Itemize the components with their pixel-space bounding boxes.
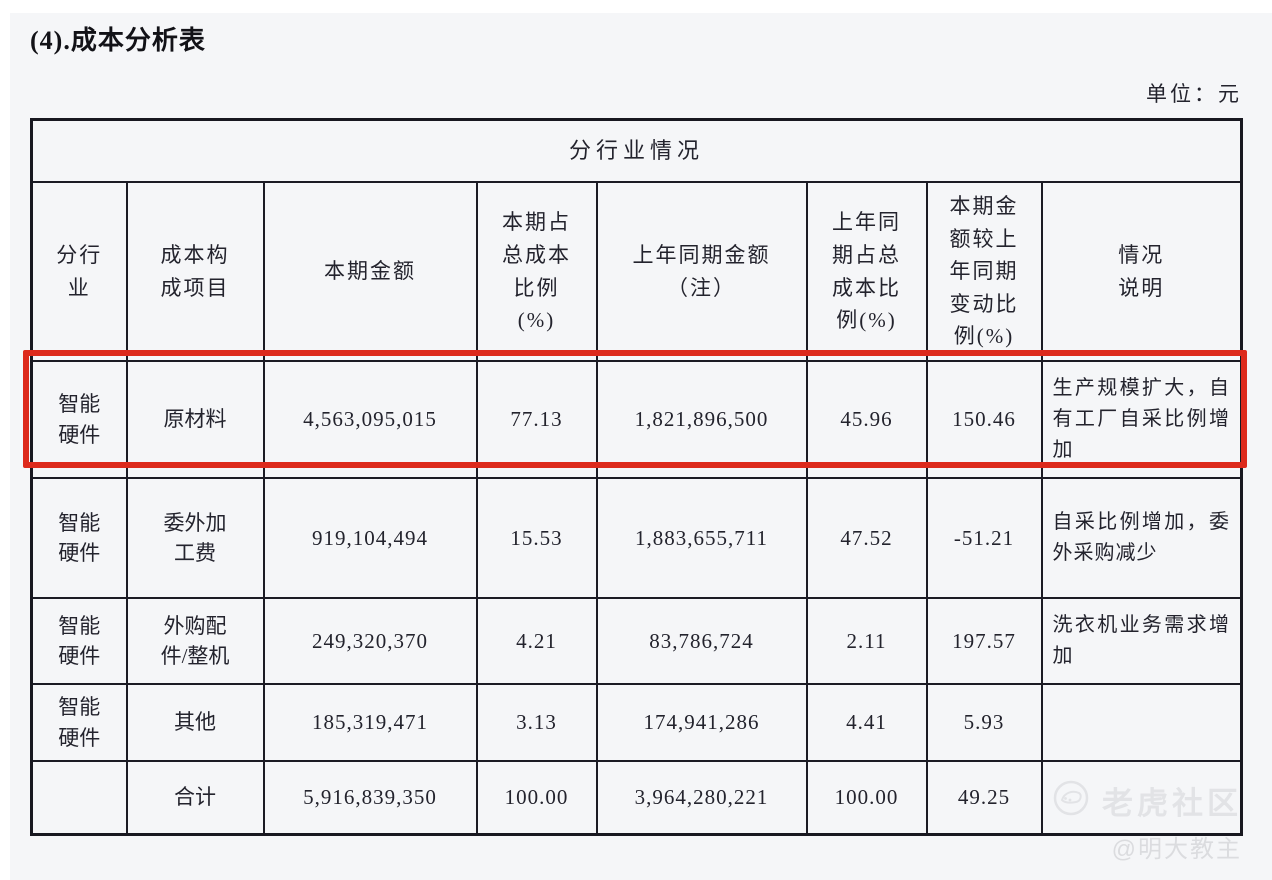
table-row-other: 智能 硬件 其他 185,319,471 3.13 174,941,286 4.…	[30, 683, 1243, 762]
cell-current-amount: 5,916,839,350	[262, 760, 478, 836]
cell-change-ratio: 5.93	[925, 683, 1043, 762]
cell-prior-amount: 83,786,724	[595, 597, 808, 685]
cell-remark	[1040, 760, 1243, 836]
page-edge-top	[0, 0, 1272, 13]
cell-current-ratio: 3.13	[475, 683, 598, 762]
table-row-raw-materials: 智能 硬件 原材料 4,563,095,015 77.13 1,821,896,…	[30, 360, 1243, 479]
col-header-change-ratio: 本期金 额较上 年同期 变动比 例(%)	[925, 181, 1043, 362]
cell-current-ratio: 4.21	[475, 597, 598, 685]
watermark: 老虎社区 @明大教主	[1052, 778, 1242, 864]
col-header-industry: 分行 业	[30, 181, 128, 362]
col-header-prior-ratio: 上年同 期占总 成本比 例(%)	[805, 181, 928, 362]
table-group-header-row: 分行业情况	[30, 118, 1243, 183]
cell-prior-ratio: 100.00	[805, 760, 928, 836]
col-header-cost-item: 成本构 成项目	[125, 181, 265, 362]
page-edge-left	[0, 0, 10, 880]
cell-industry: 智能 硬件	[30, 360, 128, 479]
cell-prior-ratio: 47.52	[805, 477, 928, 599]
cell-prior-amount: 1,821,896,500	[595, 360, 808, 479]
unit-label: 单位：元	[1146, 82, 1242, 106]
cell-current-amount: 249,320,370	[262, 597, 478, 685]
cell-remark: 自采比例增加，委外采购减少	[1040, 477, 1243, 599]
cell-industry: 智能 硬件	[30, 477, 128, 599]
cell-current-amount: 4,563,095,015	[262, 360, 478, 479]
table-row-purchased-parts: 智能 硬件 外购配 件/整机 249,320,370 4.21 83,786,7…	[30, 597, 1243, 685]
cell-cost-item: 原材料	[125, 360, 265, 479]
cell-prior-amount: 3,964,280,221	[595, 760, 808, 836]
cell-prior-amount: 174,941,286	[595, 683, 808, 762]
tiger-icon	[1052, 779, 1090, 822]
table-row-total: 合计 5,916,839,350 100.00 3,964,280,221 10…	[30, 760, 1243, 836]
cell-current-ratio: 15.53	[475, 477, 598, 599]
cell-industry: 智能 硬件	[30, 597, 128, 685]
cell-prior-ratio: 45.96	[805, 360, 928, 479]
cell-remark: 洗衣机业务需求增加	[1040, 597, 1243, 685]
cell-cost-item: 其他	[125, 683, 265, 762]
col-header-current-ratio: 本期占 总成本 比例 (%)	[475, 181, 598, 362]
page-title: (4).成本分析表	[30, 26, 206, 55]
cell-cost-item: 委外加 工费	[125, 477, 265, 599]
cell-current-amount: 185,319,471	[262, 683, 478, 762]
cell-industry: 智能 硬件	[30, 683, 128, 762]
cell-prior-ratio: 4.41	[805, 683, 928, 762]
cell-change-ratio: -51.21	[925, 477, 1043, 599]
cell-cost-item: 外购配 件/整机	[125, 597, 265, 685]
table-row-outsourced-processing: 智能 硬件 委外加 工费 919,104,494 15.53 1,883,655…	[30, 477, 1243, 599]
cell-industry	[30, 760, 128, 836]
cell-prior-amount: 1,883,655,711	[595, 477, 808, 599]
group-header-cell: 分行业情况	[30, 118, 1243, 183]
watermark-community-label: 老虎社区	[1102, 786, 1242, 821]
watermark-author-label: @明大教主	[1111, 836, 1242, 863]
cell-change-ratio: 150.46	[925, 360, 1043, 479]
col-header-remark: 情况 说明	[1040, 181, 1243, 362]
cell-remark: 生产规模扩大，自有工厂自采比例增加	[1040, 360, 1243, 479]
col-header-current-amount: 本期金额	[262, 181, 478, 362]
col-header-prior-amount: 上年同期金额 （注）	[595, 181, 808, 362]
cell-change-ratio: 49.25	[925, 760, 1043, 836]
cell-cost-item: 合计	[125, 760, 265, 836]
cell-current-ratio: 100.00	[475, 760, 598, 836]
cell-prior-ratio: 2.11	[805, 597, 928, 685]
cell-current-ratio: 77.13	[475, 360, 598, 479]
cell-remark	[1040, 683, 1243, 762]
cost-analysis-table: 分行业情况 分行 业 成本构 成项目 本期金额 本期占 总成本 比例 (%) 上…	[30, 118, 1244, 836]
cell-current-amount: 919,104,494	[262, 477, 478, 599]
table-header-row: 分行 业 成本构 成项目 本期金额 本期占 总成本 比例 (%) 上年同期金额 …	[30, 181, 1243, 362]
cell-change-ratio: 197.57	[925, 597, 1043, 685]
